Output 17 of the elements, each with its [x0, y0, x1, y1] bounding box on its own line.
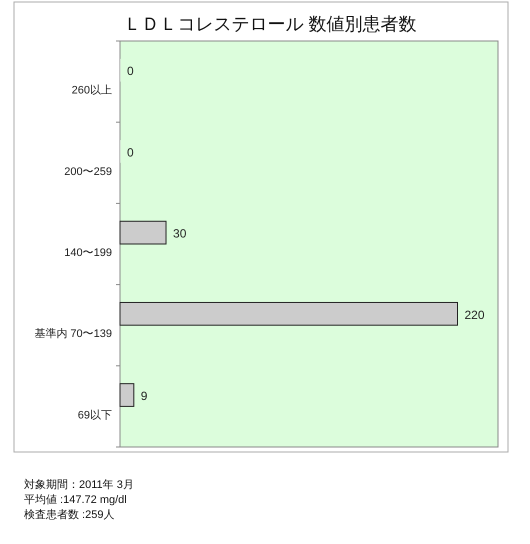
bar — [120, 383, 134, 407]
y-tick-label: 基準内 70〜139 — [34, 327, 112, 340]
text: 対象期間：2011年 3月 — [24, 478, 134, 491]
y-tick-label: 200〜259 — [64, 166, 112, 178]
bar — [120, 220, 167, 244]
data-label: 0 — [127, 64, 134, 78]
data-label: 9 — [140, 389, 148, 404]
y-tick-label: 69以下 — [78, 408, 112, 422]
y-tick-label: 140〜199 — [64, 247, 112, 259]
text: 平均値 :147.72 mg/dl — [24, 494, 127, 506]
chart-title: ＬＤＬコレステロール 数値別患者数 — [123, 14, 417, 34]
data-label: 220 — [464, 308, 485, 322]
y-tick-label: 260以上 — [72, 84, 112, 97]
bar — [120, 302, 458, 326]
text: 検査患者数 :259人 — [24, 508, 114, 521]
data-label: 0 — [127, 145, 134, 160]
data-label: 30 — [173, 226, 187, 241]
